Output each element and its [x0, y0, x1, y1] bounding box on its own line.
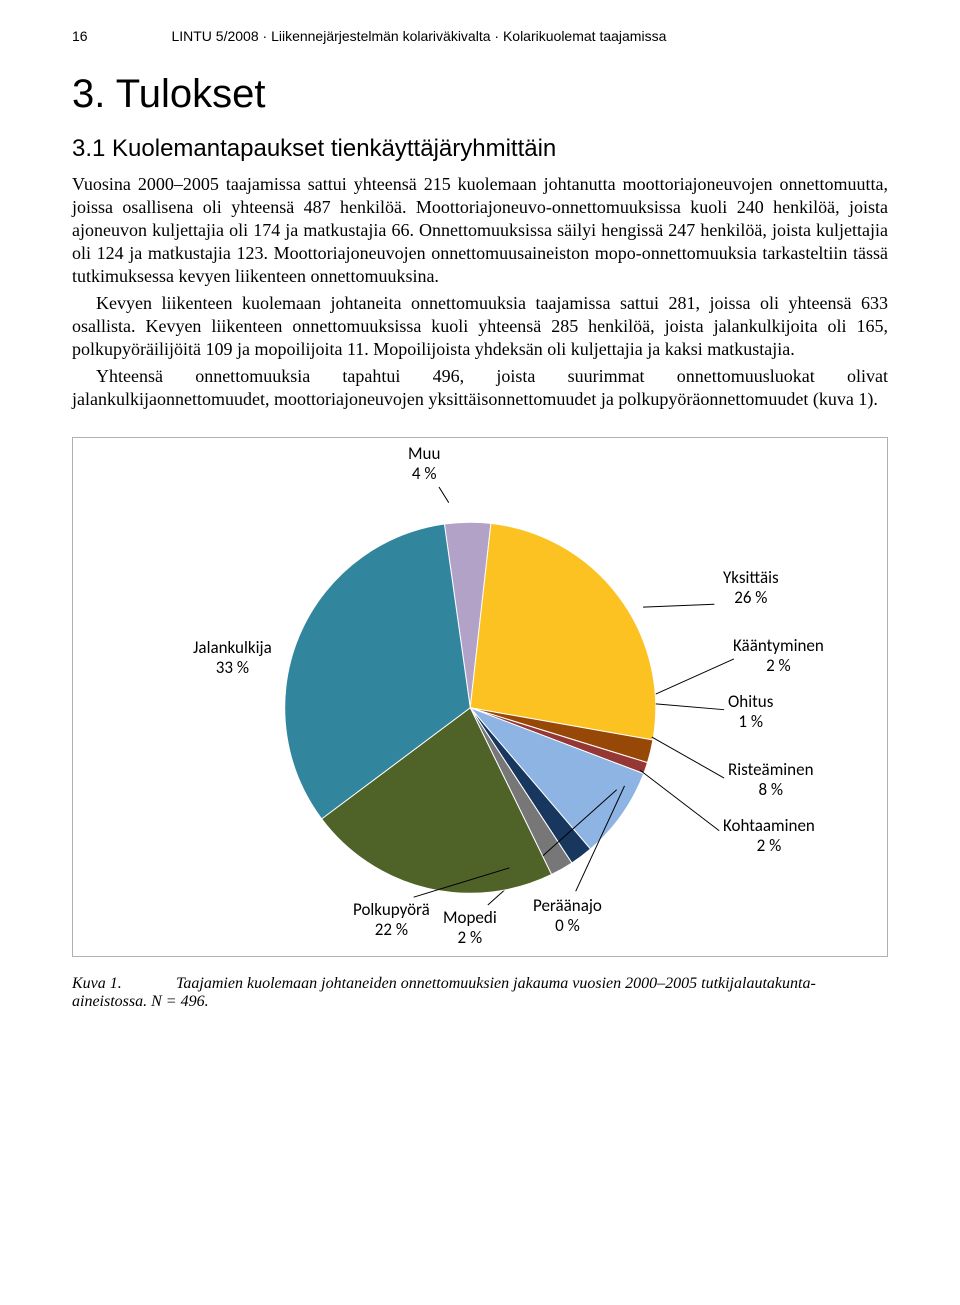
running-header: 16 LINTU 5/2008 · Liikennejärjestelmän k… — [72, 28, 888, 44]
paragraph-3: Yhteensä onnettomuuksia tapahtui 496, jo… — [72, 365, 888, 411]
pie-label-mopedi: Mopedi2 % — [443, 908, 497, 947]
pie-label-jalankulkija: Jalankulkija33 % — [193, 638, 272, 677]
paragraph-1: Vuosina 2000–2005 taajamissa sattui yhte… — [72, 173, 888, 288]
page-number: 16 — [72, 28, 88, 44]
pie-label-yksittäis: Yksittäis26 % — [723, 568, 779, 607]
pie-slice-yksittäis — [470, 524, 656, 741]
figure-caption: Kuva 1. Taajamien kuolemaan johtaneiden … — [72, 975, 888, 1011]
figure-1: Muu4 % Yksittäis26 % Kääntyminen2 % Ohitus1… — [72, 437, 888, 957]
pie-label-ohitus: Ohitus1 % — [728, 692, 773, 731]
pie-label-muu: Muu4 % — [408, 444, 440, 483]
section-title: 3.1 Kuolemantapaukset tienkäyttäjäryhmit… — [72, 135, 888, 163]
pie-label-peräänajo: Peräänajo0 % — [533, 896, 602, 935]
chapter-title: 3. Tulokset — [72, 72, 888, 117]
pie-label-kohtaaminen: Kohtaaminen2 % — [723, 816, 815, 855]
pie-label-kääntyminen: Kääntyminen2 % — [733, 636, 824, 675]
page: 16 LINTU 5/2008 · Liikennejärjestelmän k… — [0, 0, 960, 1041]
running-title: LINTU 5/2008 · Liikennejärjestelmän kola… — [171, 28, 666, 44]
caption-text: Taajamien kuolemaan johtaneiden onnettom… — [72, 975, 816, 1010]
paragraph-2: Kevyen liikenteen kuolemaan johtaneita o… — [72, 292, 888, 361]
caption-label: Kuva 1. — [72, 975, 172, 993]
pie-label-risteäminen: Risteäminen8 % — [728, 760, 814, 799]
pie-label-polkupyörä: Polkupyörä22 % — [353, 900, 430, 939]
